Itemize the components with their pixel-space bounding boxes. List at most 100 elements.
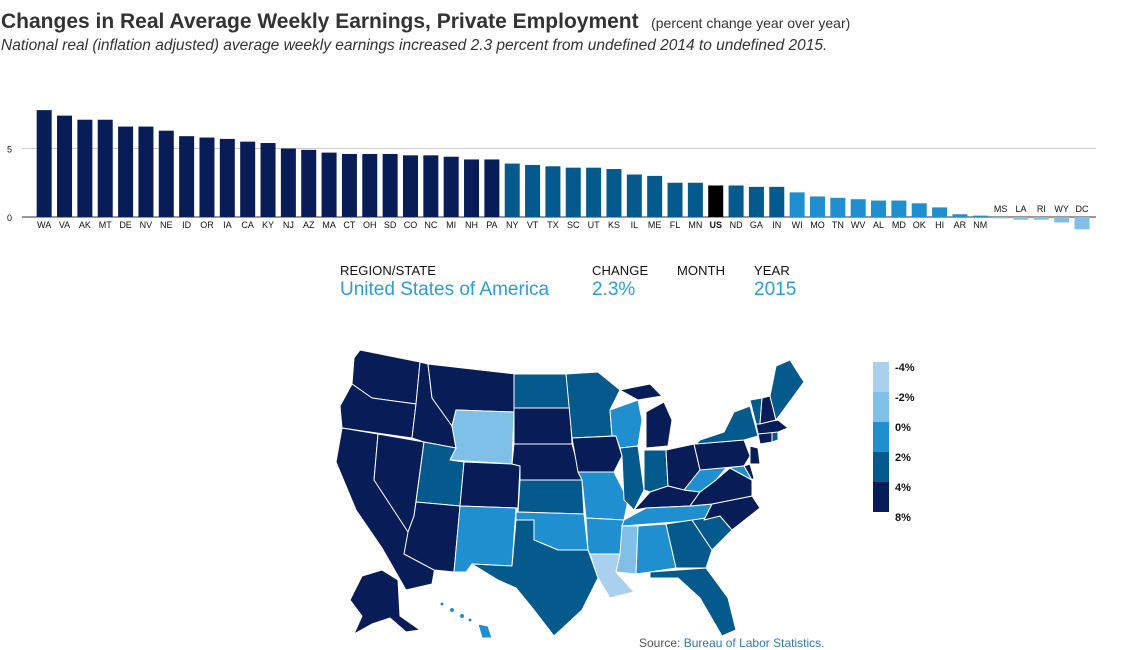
bar-il[interactable]	[626, 174, 642, 217]
x-tick-label-nj: NJ	[283, 220, 294, 230]
bar-al[interactable]	[871, 200, 887, 217]
map-state-ar[interactable]	[585, 517, 625, 555]
map-state-al[interactable]	[635, 523, 677, 575]
bar-az[interactable]	[301, 149, 317, 217]
bar-ut[interactable]	[586, 167, 602, 217]
bar-nv[interactable]	[138, 126, 154, 217]
year-value: 2015	[754, 279, 797, 300]
map-state-ri[interactable]	[771, 431, 779, 443]
map-state-ne[interactable]	[511, 443, 583, 481]
x-tick-label-ks: KS	[608, 220, 620, 230]
map-state-wy[interactable]	[449, 409, 515, 465]
map-state-ak[interactable]	[349, 569, 421, 635]
map-state-nm[interactable]	[453, 505, 517, 573]
x-tick-label-sc: SC	[567, 220, 580, 230]
x-tick-label-in: IN	[772, 220, 781, 230]
map-state-ia[interactable]	[571, 435, 623, 473]
bar-nj[interactable]	[280, 148, 296, 218]
bar-id[interactable]	[179, 136, 195, 217]
bar-ks[interactable]	[606, 169, 622, 217]
bar-ga[interactable]	[748, 186, 764, 217]
map-state-ga[interactable]	[665, 519, 713, 569]
bar-la[interactable]	[1013, 217, 1029, 220]
map-state-co[interactable]	[459, 461, 521, 509]
bar-de[interactable]	[118, 126, 134, 217]
bar-mn[interactable]	[687, 182, 703, 217]
bar-va[interactable]	[57, 115, 73, 217]
bar-ms[interactable]	[993, 217, 1009, 219]
bar-or[interactable]	[199, 137, 215, 217]
map-state-nj[interactable]	[749, 445, 761, 465]
legend-label-4: 2%	[895, 452, 911, 464]
region-info: REGION/STATE United States of America	[340, 263, 549, 301]
bar-vt[interactable]	[525, 164, 541, 217]
bar-in[interactable]	[769, 186, 785, 217]
map-state-nd[interactable]	[513, 373, 571, 409]
bar-nm[interactable]	[972, 215, 988, 217]
bar-tn[interactable]	[830, 197, 846, 217]
bar-ri[interactable]	[1033, 217, 1049, 220]
bar-ny[interactable]	[504, 163, 520, 217]
bar-md[interactable]	[891, 200, 907, 217]
x-tick-label-ga: GA	[750, 220, 763, 230]
bar-ne[interactable]	[158, 130, 174, 217]
bar-oh[interactable]	[362, 153, 378, 217]
bar-mt[interactable]	[97, 119, 113, 217]
x-tick-label-or: OR	[200, 220, 214, 230]
year-label: YEAR	[754, 263, 790, 278]
x-tick-label-al: AL	[873, 220, 884, 230]
bar-mo[interactable]	[809, 196, 825, 217]
map-state-de[interactable]	[743, 463, 755, 481]
bar-wa[interactable]	[36, 110, 52, 217]
bar-ca[interactable]	[240, 141, 256, 217]
legend-swatch-2	[873, 392, 889, 422]
bar-wy[interactable]	[1054, 217, 1070, 223]
bar-wi[interactable]	[789, 192, 805, 217]
map-state-hi[interactable]	[439, 601, 493, 639]
bar-nd[interactable]	[728, 185, 744, 217]
x-tick-label-tx: TX	[547, 220, 559, 230]
bar-ky[interactable]	[260, 143, 276, 217]
bar-tx[interactable]	[545, 166, 561, 217]
bar-nh[interactable]	[464, 159, 480, 217]
x-tick-label-ut: UT	[588, 220, 600, 230]
bar-ar[interactable]	[952, 214, 968, 217]
bar-ok[interactable]	[911, 203, 927, 217]
map-state-ks[interactable]	[517, 479, 585, 515]
bar-co[interactable]	[402, 155, 418, 217]
bar-mi[interactable]	[443, 156, 459, 217]
bar-ia[interactable]	[219, 138, 235, 217]
x-tick-label-ct: CT	[343, 220, 355, 230]
map-state-sd[interactable]	[513, 407, 573, 445]
map-state-mo[interactable]	[577, 471, 629, 521]
x-tick-label-wi: WI	[792, 220, 803, 230]
bar-us[interactable]	[708, 185, 724, 217]
map-state-ms[interactable]	[615, 525, 639, 575]
us-choropleth-map[interactable]	[320, 340, 820, 640]
map-state-mi[interactable]	[619, 383, 673, 449]
bar-wv[interactable]	[850, 199, 866, 217]
bar-ct[interactable]	[341, 153, 357, 217]
bar-fl[interactable]	[667, 182, 683, 217]
map-state-ny[interactable]	[695, 405, 759, 445]
map-state-in[interactable]	[643, 449, 669, 493]
map-state-me[interactable]	[769, 359, 805, 421]
x-tick-label-nm: NM	[973, 220, 987, 230]
bar-dc[interactable]	[1074, 217, 1090, 230]
bar-sc[interactable]	[565, 167, 581, 217]
source-link[interactable]: Bureau of Labor Statistics.	[683, 636, 825, 650]
x-tick-label-mi: MI	[446, 220, 456, 230]
bar-ak[interactable]	[77, 119, 93, 217]
bar-ma[interactable]	[321, 152, 337, 217]
bar-nc[interactable]	[423, 155, 439, 217]
bar-hi[interactable]	[932, 207, 948, 217]
bar-pa[interactable]	[484, 159, 500, 217]
map-state-tx[interactable]	[471, 519, 599, 637]
bar-sd[interactable]	[382, 153, 398, 217]
x-tick-label-me: ME	[648, 220, 662, 230]
map-state-pa[interactable]	[693, 439, 751, 471]
bar-me[interactable]	[647, 175, 663, 217]
map-state-fl[interactable]	[649, 567, 737, 637]
x-tick-label-fl: FL	[670, 220, 681, 230]
legend-label-5: 4%	[895, 482, 911, 494]
